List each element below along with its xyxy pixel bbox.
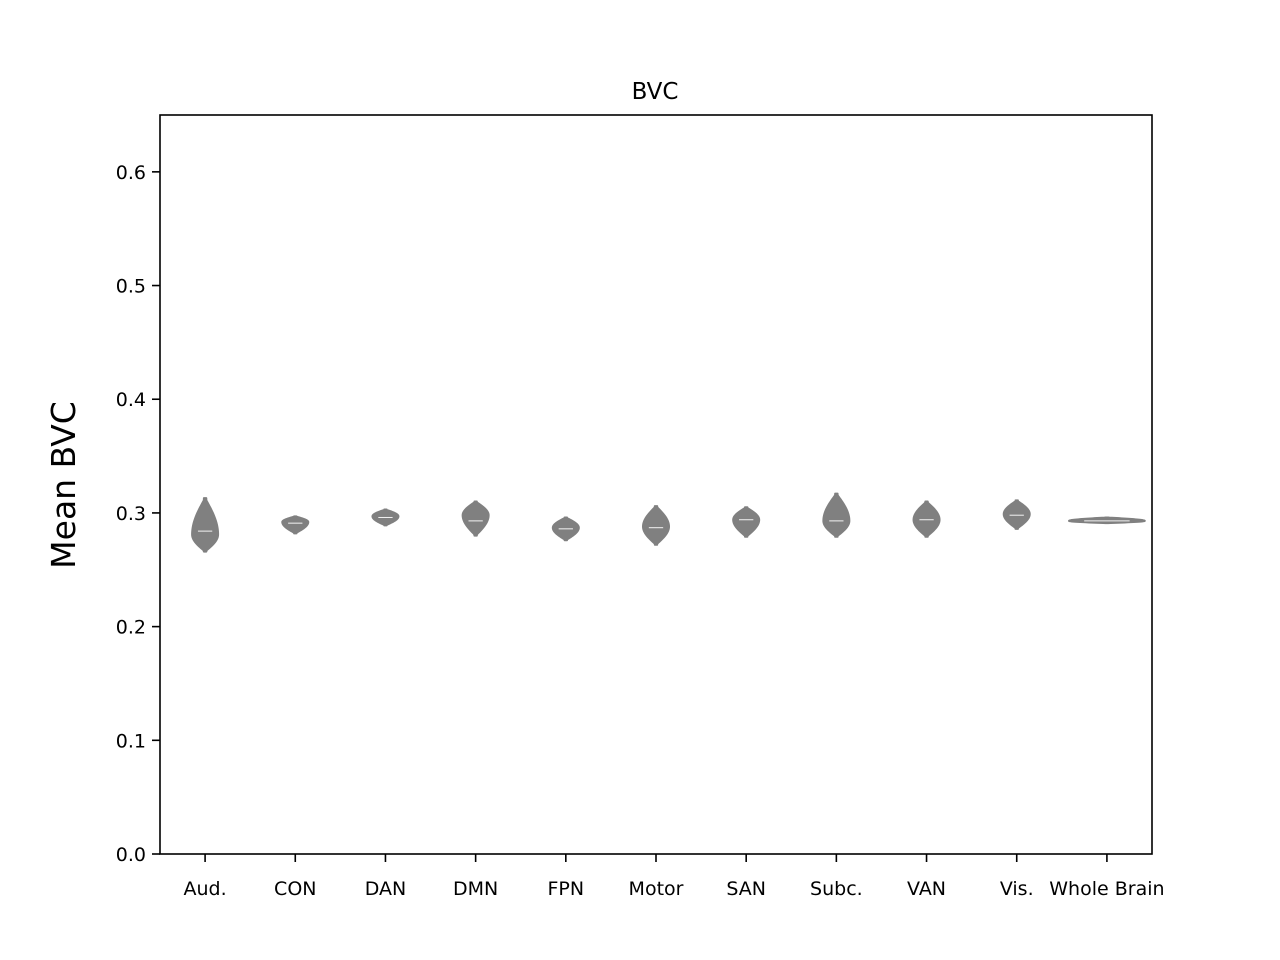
y-tick-label: 0.3 — [116, 503, 146, 525]
x-tick-label: CON — [274, 878, 316, 900]
x-tick-label: Vis. — [1000, 878, 1034, 900]
x-tick-label: Motor — [629, 878, 684, 900]
y-tick-label: 0.2 — [116, 617, 146, 639]
x-axis: Aud. CON DAN DMN FPN Motor SAN Subc. VAN Vis. Whol… — [184, 854, 1165, 900]
y-tick-label: 0.0 — [116, 844, 146, 866]
violin-dmn — [461, 500, 490, 537]
x-tick-label: Aud. — [184, 878, 227, 900]
violin-vis — [1002, 499, 1031, 530]
y-tick-label: 0.5 — [116, 276, 146, 298]
y-tick-label: 0.1 — [116, 730, 146, 752]
x-tick-label: SAN — [726, 878, 766, 900]
x-tick-label: DMN — [453, 878, 498, 900]
violin-motor — [642, 505, 670, 546]
violin-con — [281, 515, 310, 535]
chart-title: BVC — [632, 79, 679, 105]
violin-aud — [191, 497, 220, 553]
y-tick-label: 0.6 — [116, 162, 146, 184]
violin-whole-brain — [1068, 516, 1146, 525]
x-tick-label: Whole Brain — [1049, 878, 1164, 900]
violin-van — [912, 500, 941, 538]
violin-san — [732, 506, 761, 538]
x-tick-label: VAN — [907, 878, 946, 900]
y-axis-label: Mean BVC — [44, 401, 83, 569]
y-tick-label: 0.4 — [116, 389, 146, 411]
violins — [191, 492, 1146, 553]
x-tick-label: DAN — [365, 878, 407, 900]
y-axis: 0.0 0.1 0.2 0.3 0.4 0.5 0.6 — [116, 162, 160, 866]
plot-frame — [159, 114, 1153, 855]
violin-subc — [822, 492, 851, 538]
x-tick-label: FPN — [548, 878, 585, 900]
x-tick-label: Subc. — [810, 878, 863, 900]
